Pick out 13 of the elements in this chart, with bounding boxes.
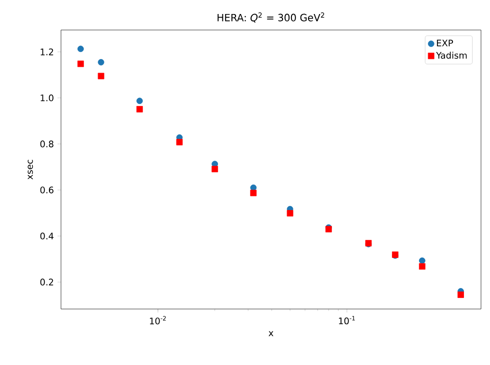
y-tick-label: 1.0 bbox=[40, 94, 54, 102]
y-axis-title: xsec bbox=[28, 160, 33, 180]
y-tick-label: 0.8 bbox=[40, 140, 54, 148]
y-tick-label: 1.2 bbox=[40, 48, 54, 56]
legend-label: EXP bbox=[436, 40, 454, 46]
x-tick-label: 10$^{-1}$ bbox=[338, 316, 355, 324]
chart-title: HERA: Q$^{2}$ = 300 GeV$^{2}$ bbox=[218, 12, 324, 22]
x-axis-title: x bbox=[268, 331, 274, 336]
y-tick-label: 0.4 bbox=[40, 232, 54, 240]
y-tick-label: 0.6 bbox=[40, 186, 54, 194]
legend-label: Yadism bbox=[436, 52, 467, 59]
y-tick-label: 0.2 bbox=[40, 278, 54, 286]
x-tick-label: 10$^{-2}$ bbox=[150, 316, 166, 324]
